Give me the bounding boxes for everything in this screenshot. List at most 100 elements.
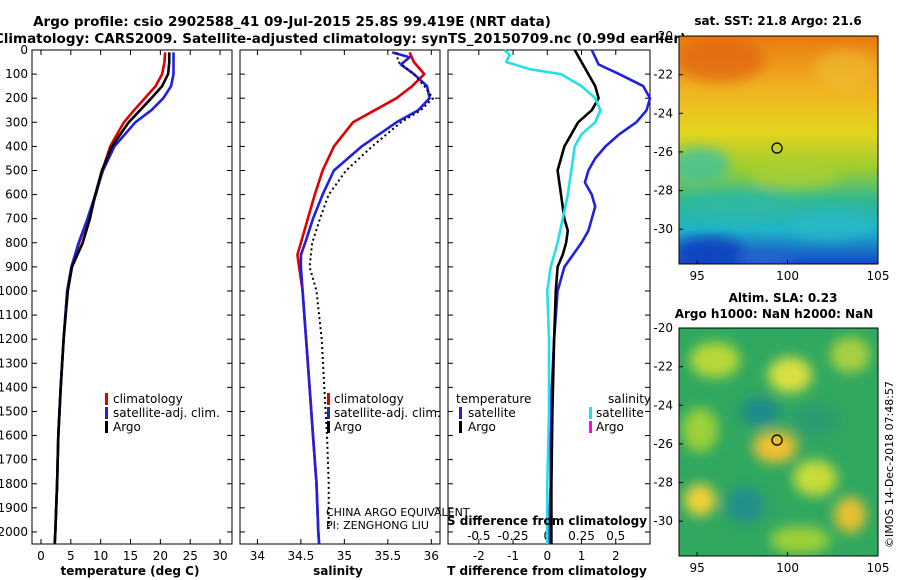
t-difference-xlabel: T difference from climatology [447, 564, 647, 578]
x-tick-label: 30 [212, 549, 227, 563]
map-y-tick-label: -20 [653, 29, 673, 43]
sst-heatmap [679, 36, 878, 264]
x-tick-label: 1 [578, 549, 586, 563]
argo-float-marker [771, 434, 783, 446]
y-tick-label: 600 [5, 188, 28, 202]
s-difference-label: S difference from climatology [447, 514, 647, 528]
map-x-tick-label: 95 [689, 561, 704, 575]
y-tick-label: 2000 [0, 525, 28, 539]
series-line-satellite-adj-clim- [299, 51, 431, 545]
sla-map-panel: Altim. SLA: 0.23 Argo h1000: NaN h2000: … [653, 291, 889, 575]
sla-map-ticks: -20 -22 -24 -26 -28 -30 95 100 105 [653, 321, 889, 575]
title-line-2: Climatology: CARS2009. Satellite-adjuste… [0, 31, 686, 47]
sla-heatmap [679, 328, 878, 556]
legend-climatology-swatch [327, 393, 330, 405]
note-pi: PI: ZENGHONG LIU [326, 519, 429, 532]
legend-s-argo-label: Argo [596, 420, 624, 434]
series-line-argo [308, 52, 434, 532]
y-tick-label: 100 [5, 67, 28, 81]
map-x-tick-label: 100 [776, 269, 799, 283]
x-tick-label: -1 [507, 549, 519, 563]
x-tick-label: 35 [337, 549, 352, 563]
map-y-tick-label: -24 [653, 398, 673, 412]
y-tick-label: 1000 [0, 284, 28, 298]
legend-s-satellite-swatch [589, 407, 592, 419]
legend-temperature-title: temperature [456, 392, 531, 406]
x-tick-label: 35.5 [374, 549, 401, 563]
legend-t-satellite-swatch [459, 407, 462, 419]
x-tick-label: 34.5 [288, 549, 315, 563]
y-tick-label: 1100 [0, 308, 28, 322]
map-x-tick-label: 95 [689, 269, 704, 283]
map-y-tick-label: -22 [653, 68, 673, 82]
temperature-axes-frame [31, 49, 233, 545]
legend-satellite-label: satellite-adj. clim. [334, 406, 441, 420]
series-line-argo [53, 52, 171, 545]
y-tick-label: 1300 [0, 356, 28, 370]
x-tick-label: 0 [543, 549, 551, 563]
map-y-tick-label: -20 [653, 321, 673, 335]
title-line-1: Argo profile: csio 2902588_41 09-Jul-201… [33, 14, 551, 30]
salinity-ticks: 34 34.5 35 35.5 36 [240, 49, 440, 563]
sst-map-ticks: -20 -22 -24 -26 -28 -30 95 100 105 [653, 29, 889, 283]
s-tick-label: -0.5 [467, 529, 490, 543]
legend-satellite-label: satellite-adj. clim. [113, 406, 220, 420]
x-tick-label: 34 [250, 549, 265, 563]
salinity-legend: climatology satellite-adj. clim. Argo [327, 392, 441, 434]
x-tick-label: 15 [123, 549, 138, 563]
y-tick-label: 800 [5, 236, 28, 250]
imos-watermark: ©IMOS 14-Dec-2018 07:48:57 [883, 381, 896, 548]
map-x-tick-label: 105 [867, 561, 890, 575]
sla-map-frame [678, 327, 879, 557]
series-line-t-satellite [547, 49, 652, 544]
x-tick-label: 25 [183, 549, 198, 563]
x-tick-label: 2 [612, 549, 620, 563]
temperature-lines [53, 52, 175, 545]
legend-t-argo-label: Argo [468, 420, 496, 434]
map-y-tick-label: -24 [653, 106, 673, 120]
map-x-tick-label: 105 [867, 269, 890, 283]
map-y-tick-label: -22 [653, 360, 673, 374]
sst-map-title: sat. SST: 21.8 Argo: 21.6 [694, 14, 861, 28]
y-tick-label: 300 [5, 115, 28, 129]
x-tick-label: 36 [424, 549, 439, 563]
salinity-panel: 34 34.5 35 35.5 36 climatology satellite-adj… [239, 49, 470, 578]
difference-axes-frame [447, 49, 651, 545]
y-tick-label: 1800 [0, 477, 28, 491]
temperature-ticks: 0100200300400500600700800900100011001200… [0, 43, 232, 563]
map-y-tick-label: -28 [653, 184, 673, 198]
y-tick-label: 200 [5, 91, 28, 105]
s-tick-label: 0.5 [606, 529, 625, 543]
legend-satellite-swatch [327, 407, 330, 419]
s-tick-label: 0.25 [568, 529, 595, 543]
temperature-legend: climatology satellite-adj. clim. Argo [105, 392, 220, 434]
map-y-tick-label: -26 [653, 437, 673, 451]
x-tick-label: 20 [153, 549, 168, 563]
map-y-tick-label: -30 [653, 222, 673, 236]
y-tick-label: 0 [20, 43, 28, 57]
x-tick-label: 0 [37, 549, 45, 563]
map-y-tick-label: -26 [653, 145, 673, 159]
y-tick-label: 700 [5, 212, 28, 226]
y-tick-label: 1400 [0, 380, 28, 394]
legend-salinity-title: salinity [608, 392, 651, 406]
legend-t-argo-swatch [459, 421, 462, 433]
y-tick-label: 1500 [0, 404, 28, 418]
temperature-panel: 0100200300400500600700800900100011001200… [0, 43, 233, 578]
x-tick-label: -2 [473, 549, 485, 563]
sst-map-frame [678, 35, 879, 265]
legend-argo-label: Argo [334, 420, 362, 434]
difference-ticks: -2 -1 0 1 2-0.5 -0.25 0 0.25 0.5 [448, 49, 650, 563]
sst-map-panel: sat. SST: 21.8 Argo: 21.6 -20-22-24-26-2… [653, 14, 889, 283]
difference-lines [503, 49, 652, 544]
temperature-xlabel: temperature (deg C) [61, 564, 200, 578]
y-tick-label: 500 [5, 163, 28, 177]
legend-satellite-swatch [105, 407, 108, 419]
legend-argo-swatch [105, 421, 108, 433]
argo-float-marker [771, 142, 783, 154]
y-tick-label: 1700 [0, 453, 28, 467]
y-tick-label: 400 [5, 139, 28, 153]
y-tick-label: 1600 [0, 429, 28, 443]
salinity-axes-frame [239, 49, 441, 545]
